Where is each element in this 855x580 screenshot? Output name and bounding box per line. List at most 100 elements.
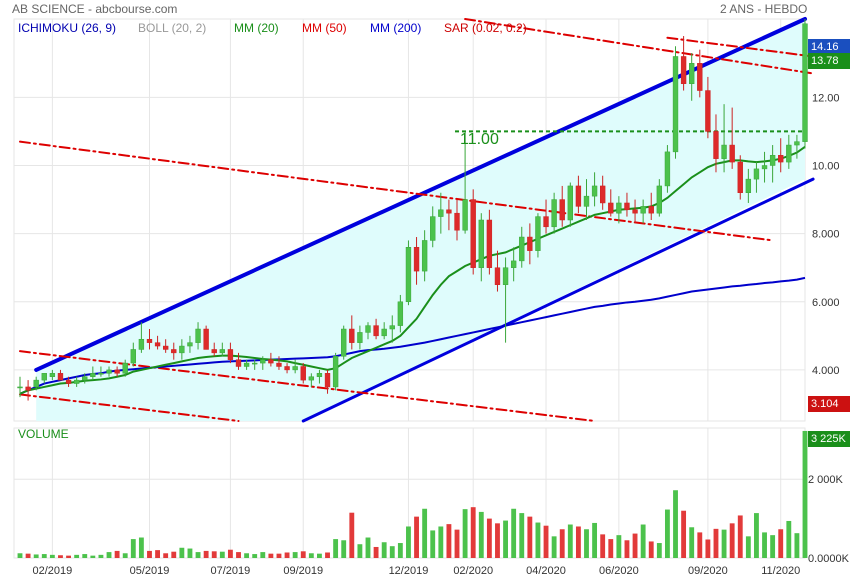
date-tick-label: 05/2019 — [130, 565, 170, 577]
volume-bar — [689, 527, 695, 558]
price-panel-frame — [13, 18, 806, 422]
candle-body — [543, 216, 549, 228]
volume-bar — [511, 508, 517, 558]
candle-body — [219, 349, 225, 354]
volume-bar — [406, 526, 411, 558]
candle-body — [195, 328, 201, 343]
candle-body — [292, 366, 298, 371]
volume-bar — [616, 535, 622, 558]
volume-bar — [697, 532, 703, 558]
candle-body — [405, 247, 412, 303]
volume-bar — [802, 430, 808, 558]
candle-body — [600, 185, 606, 204]
candle-body — [535, 216, 541, 251]
candle-body — [591, 185, 598, 197]
volume-bar — [58, 555, 63, 558]
candle-body — [235, 359, 242, 367]
mm20-line — [19, 145, 806, 395]
candle-body — [179, 345, 185, 354]
indicator-4: MM (200) — [370, 21, 422, 35]
candle-body — [397, 301, 404, 326]
candle-body — [494, 267, 501, 285]
candle-body — [510, 260, 517, 268]
candle-body — [753, 168, 760, 180]
date-tick-label: 02/2020 — [453, 565, 493, 577]
candle-body — [462, 199, 468, 231]
volume-bar — [292, 552, 298, 558]
candle-body — [284, 366, 290, 371]
volume-bar — [632, 533, 638, 558]
volume-bar — [317, 553, 322, 558]
candle-body — [33, 379, 39, 388]
candle-body — [65, 379, 72, 384]
date-tick-label: 11/2020 — [761, 565, 800, 577]
price-tick-label: 12.00 — [812, 92, 840, 104]
volume-bar — [535, 522, 541, 558]
candle-body — [276, 362, 282, 367]
candle-body — [389, 325, 395, 330]
volume-bar — [244, 553, 250, 558]
candle-body — [616, 202, 622, 214]
volume-bar — [737, 515, 743, 558]
volume-bar — [495, 523, 500, 558]
volume-bar — [519, 513, 525, 558]
volume-tick-label: 0.0000K — [808, 553, 850, 565]
volume-bar — [567, 524, 573, 558]
candle-body — [17, 386, 23, 389]
volume-bar — [381, 542, 387, 558]
volume-bar — [138, 537, 144, 558]
candle-body — [41, 373, 47, 381]
date-tick-label: 04/2020 — [526, 565, 566, 577]
volume-bar — [333, 539, 339, 558]
volume-bar — [74, 554, 80, 558]
volume-bar — [486, 518, 492, 558]
indicator-0: ICHIMOKU (26, 9) — [18, 21, 117, 35]
candle-body — [729, 144, 735, 163]
candle-body — [260, 359, 266, 364]
volume-bar — [90, 555, 96, 558]
volume-bar — [454, 529, 460, 558]
volume-bar — [122, 553, 128, 558]
candle-body — [90, 373, 96, 377]
indicator-1: BOLL (20, 2) — [138, 21, 207, 35]
candle-body — [656, 185, 663, 214]
red-upper-2-line — [666, 36, 815, 58]
volume-bar — [592, 522, 598, 558]
volume-bar — [25, 553, 31, 558]
price-tick-label: 6.000 — [812, 297, 840, 309]
volume-bar — [17, 553, 23, 558]
date-tick-label: 12/2019 — [389, 565, 429, 577]
volume-bar — [503, 520, 508, 558]
volume-bar — [551, 536, 557, 558]
candle-body — [769, 155, 776, 166]
volume-bar — [470, 507, 476, 558]
volume-bar — [49, 554, 55, 558]
volume-bar — [527, 516, 533, 558]
candle-body — [252, 362, 258, 365]
candle-body — [106, 369, 112, 374]
volume-bar — [284, 552, 290, 558]
volume-bar — [778, 529, 784, 558]
volume-bar — [106, 552, 112, 558]
candle-body — [713, 131, 719, 159]
volume-bar — [203, 550, 209, 558]
candle-body — [567, 185, 573, 221]
chart-title: AB SCIENCE - abcbourse.com — [12, 2, 178, 16]
volume-bar — [422, 508, 428, 558]
volume-bar — [179, 547, 185, 558]
price-tick-label: 8.000 — [812, 229, 840, 241]
volume-bar — [584, 529, 589, 558]
volume-bar — [357, 544, 363, 558]
volume-bar — [171, 551, 177, 558]
volume-bar — [365, 537, 371, 558]
candle-body — [608, 202, 614, 214]
volume-bar — [575, 526, 581, 558]
volume-bar — [195, 552, 201, 558]
candle-body — [308, 376, 315, 381]
candle-body — [575, 185, 582, 207]
candle-body — [680, 56, 687, 84]
volume-bar — [664, 509, 670, 558]
date-tick-label: 02/2019 — [32, 565, 72, 577]
volume-bar — [373, 546, 379, 558]
volume-bar — [721, 529, 727, 558]
